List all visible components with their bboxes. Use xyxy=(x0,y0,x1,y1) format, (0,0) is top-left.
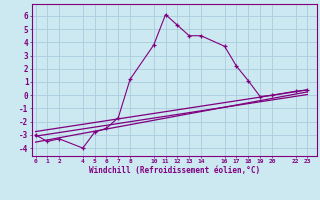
X-axis label: Windchill (Refroidissement éolien,°C): Windchill (Refroidissement éolien,°C) xyxy=(89,166,260,175)
